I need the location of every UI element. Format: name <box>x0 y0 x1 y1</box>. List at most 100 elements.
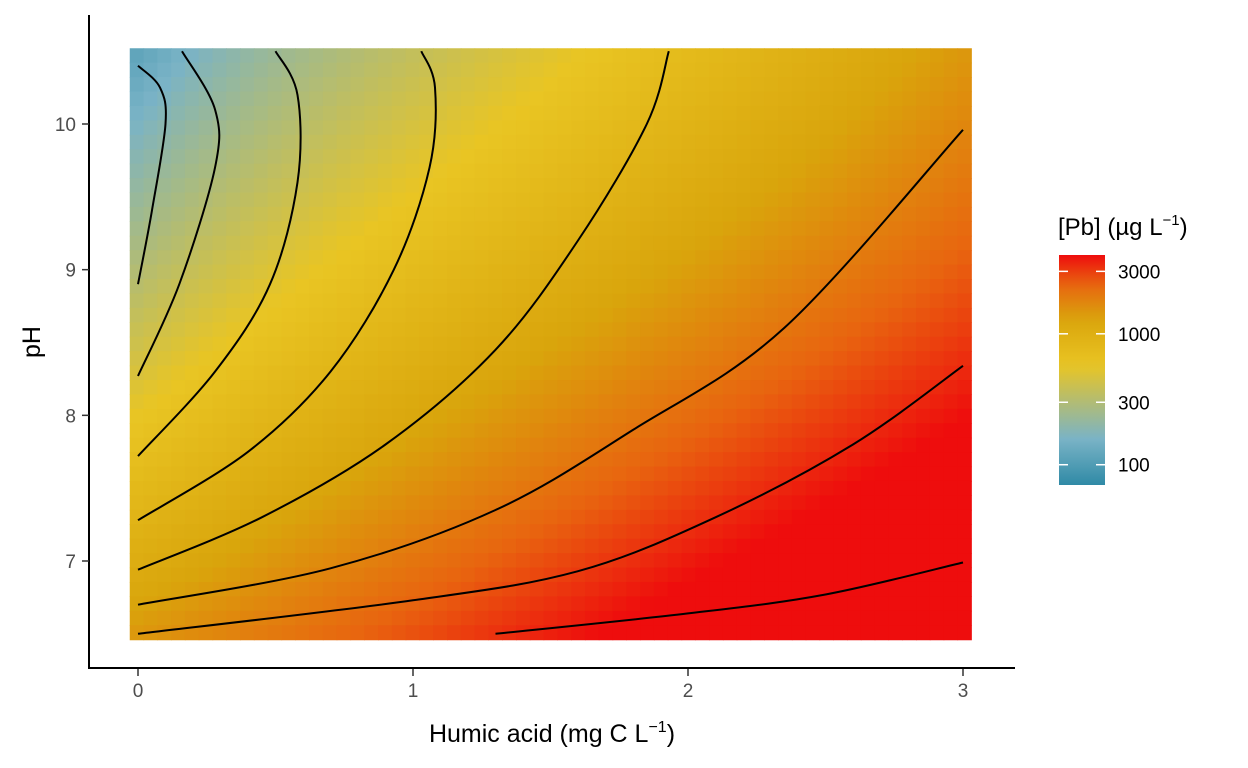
heatmap-cell <box>640 250 655 266</box>
heatmap-cell <box>516 48 531 64</box>
heatmap-cell <box>364 250 379 266</box>
heatmap-cell <box>309 307 324 323</box>
heatmap-cell <box>929 178 945 194</box>
heatmap-cell <box>433 178 448 194</box>
heatmap-cell <box>860 452 876 468</box>
heatmap-cell <box>460 62 476 78</box>
contour-line <box>137 64 167 285</box>
heatmap-cell <box>695 538 710 554</box>
heatmap-cell <box>184 423 200 439</box>
heatmap-cell <box>433 408 448 424</box>
heatmap-cell <box>695 567 710 583</box>
heatmap-cell <box>516 610 531 626</box>
heatmap-cell <box>957 105 972 121</box>
heatmap-cell <box>667 610 683 626</box>
heatmap-cell <box>957 178 972 194</box>
heatmap-cell <box>157 77 172 93</box>
heatmap-cell <box>819 567 834 583</box>
heatmap-cell <box>612 149 627 165</box>
heatmap-cell <box>888 91 903 107</box>
heatmap-cell <box>433 62 448 78</box>
heatmap-cell <box>198 610 214 626</box>
heatmap-cell <box>226 235 241 251</box>
contour-line <box>137 50 437 522</box>
heatmap-cell <box>405 437 421 453</box>
heatmap-cell <box>584 192 600 208</box>
heatmap-cell <box>350 105 365 121</box>
heatmap-cell <box>653 495 669 511</box>
heatmap-cell <box>378 351 393 367</box>
heatmap-cell <box>322 279 338 295</box>
heatmap-cell <box>929 105 945 121</box>
heatmap-cell <box>888 336 903 352</box>
contour-line <box>495 561 964 635</box>
heatmap-cell <box>460 596 476 612</box>
heatmap-cell <box>957 48 972 64</box>
heatmap-cell <box>778 91 793 107</box>
heatmap-cell <box>184 91 200 107</box>
heatmap-cell <box>653 365 669 381</box>
heatmap-cell <box>171 466 186 482</box>
heatmap-cell <box>874 235 890 251</box>
heatmap-cell <box>253 524 269 540</box>
heatmap-cell <box>474 610 490 626</box>
heatmap-cell <box>764 553 779 569</box>
heatmap-cell <box>916 77 931 93</box>
heatmap-cell <box>281 105 296 121</box>
heatmap-cell <box>557 380 572 396</box>
heatmap-cell <box>709 336 724 352</box>
heatmap-cell <box>557 307 572 323</box>
heatmap-cell <box>902 351 917 367</box>
heatmap-cell <box>902 192 917 208</box>
heatmap-cell <box>516 149 531 165</box>
heatmap-cell <box>529 250 545 266</box>
heatmap-cell <box>571 466 586 482</box>
heatmap-cell <box>143 91 158 107</box>
heatmap-cell <box>364 380 379 396</box>
heatmap-cell <box>584 437 600 453</box>
heatmap-cell <box>419 437 434 453</box>
heatmap-cell <box>722 553 738 569</box>
heatmap-cell <box>929 351 945 367</box>
heatmap-cell <box>929 408 945 424</box>
heatmap-cell <box>460 279 476 295</box>
heatmap-cell <box>667 437 683 453</box>
heatmap-cell <box>571 264 586 280</box>
heatmap-cell <box>902 163 917 179</box>
heatmap-cell <box>391 192 407 208</box>
heatmap-cell <box>778 206 793 222</box>
heatmap-cell <box>460 48 476 64</box>
heatmap-cell <box>902 77 917 93</box>
heatmap-cell <box>129 351 145 367</box>
heatmap-cell <box>543 322 558 338</box>
heatmap-cell <box>129 192 145 208</box>
heatmap-cell <box>212 206 227 222</box>
heatmap-cell <box>516 163 531 179</box>
heatmap-cell <box>557 134 572 150</box>
heatmap-cell <box>460 452 476 468</box>
heatmap-cell <box>681 336 696 352</box>
heatmap-cell <box>143 105 158 121</box>
heatmap-cell <box>943 524 959 540</box>
heatmap-cell <box>833 596 848 612</box>
heatmap-cell <box>350 524 365 540</box>
heatmap-cell <box>198 538 214 554</box>
heatmap-cell <box>681 105 696 121</box>
heatmap-cell <box>281 120 296 136</box>
heatmap-cell <box>543 62 558 78</box>
heatmap-cell <box>171 77 186 93</box>
heatmap-cell <box>516 538 531 554</box>
heatmap-cell <box>874 77 890 93</box>
heatmap-cell <box>474 235 490 251</box>
heatmap-cell <box>943 206 959 222</box>
heatmap-cell <box>350 293 365 309</box>
heatmap-cell <box>847 206 862 222</box>
heatmap-cell <box>874 466 890 482</box>
heatmap-cell <box>695 192 710 208</box>
heatmap-cell <box>750 235 765 251</box>
heatmap-cell <box>888 480 903 497</box>
heatmap-cell <box>309 581 324 597</box>
heatmap-cell <box>171 437 186 453</box>
heatmap-cell <box>198 452 214 468</box>
heatmap-cell <box>322 48 338 64</box>
